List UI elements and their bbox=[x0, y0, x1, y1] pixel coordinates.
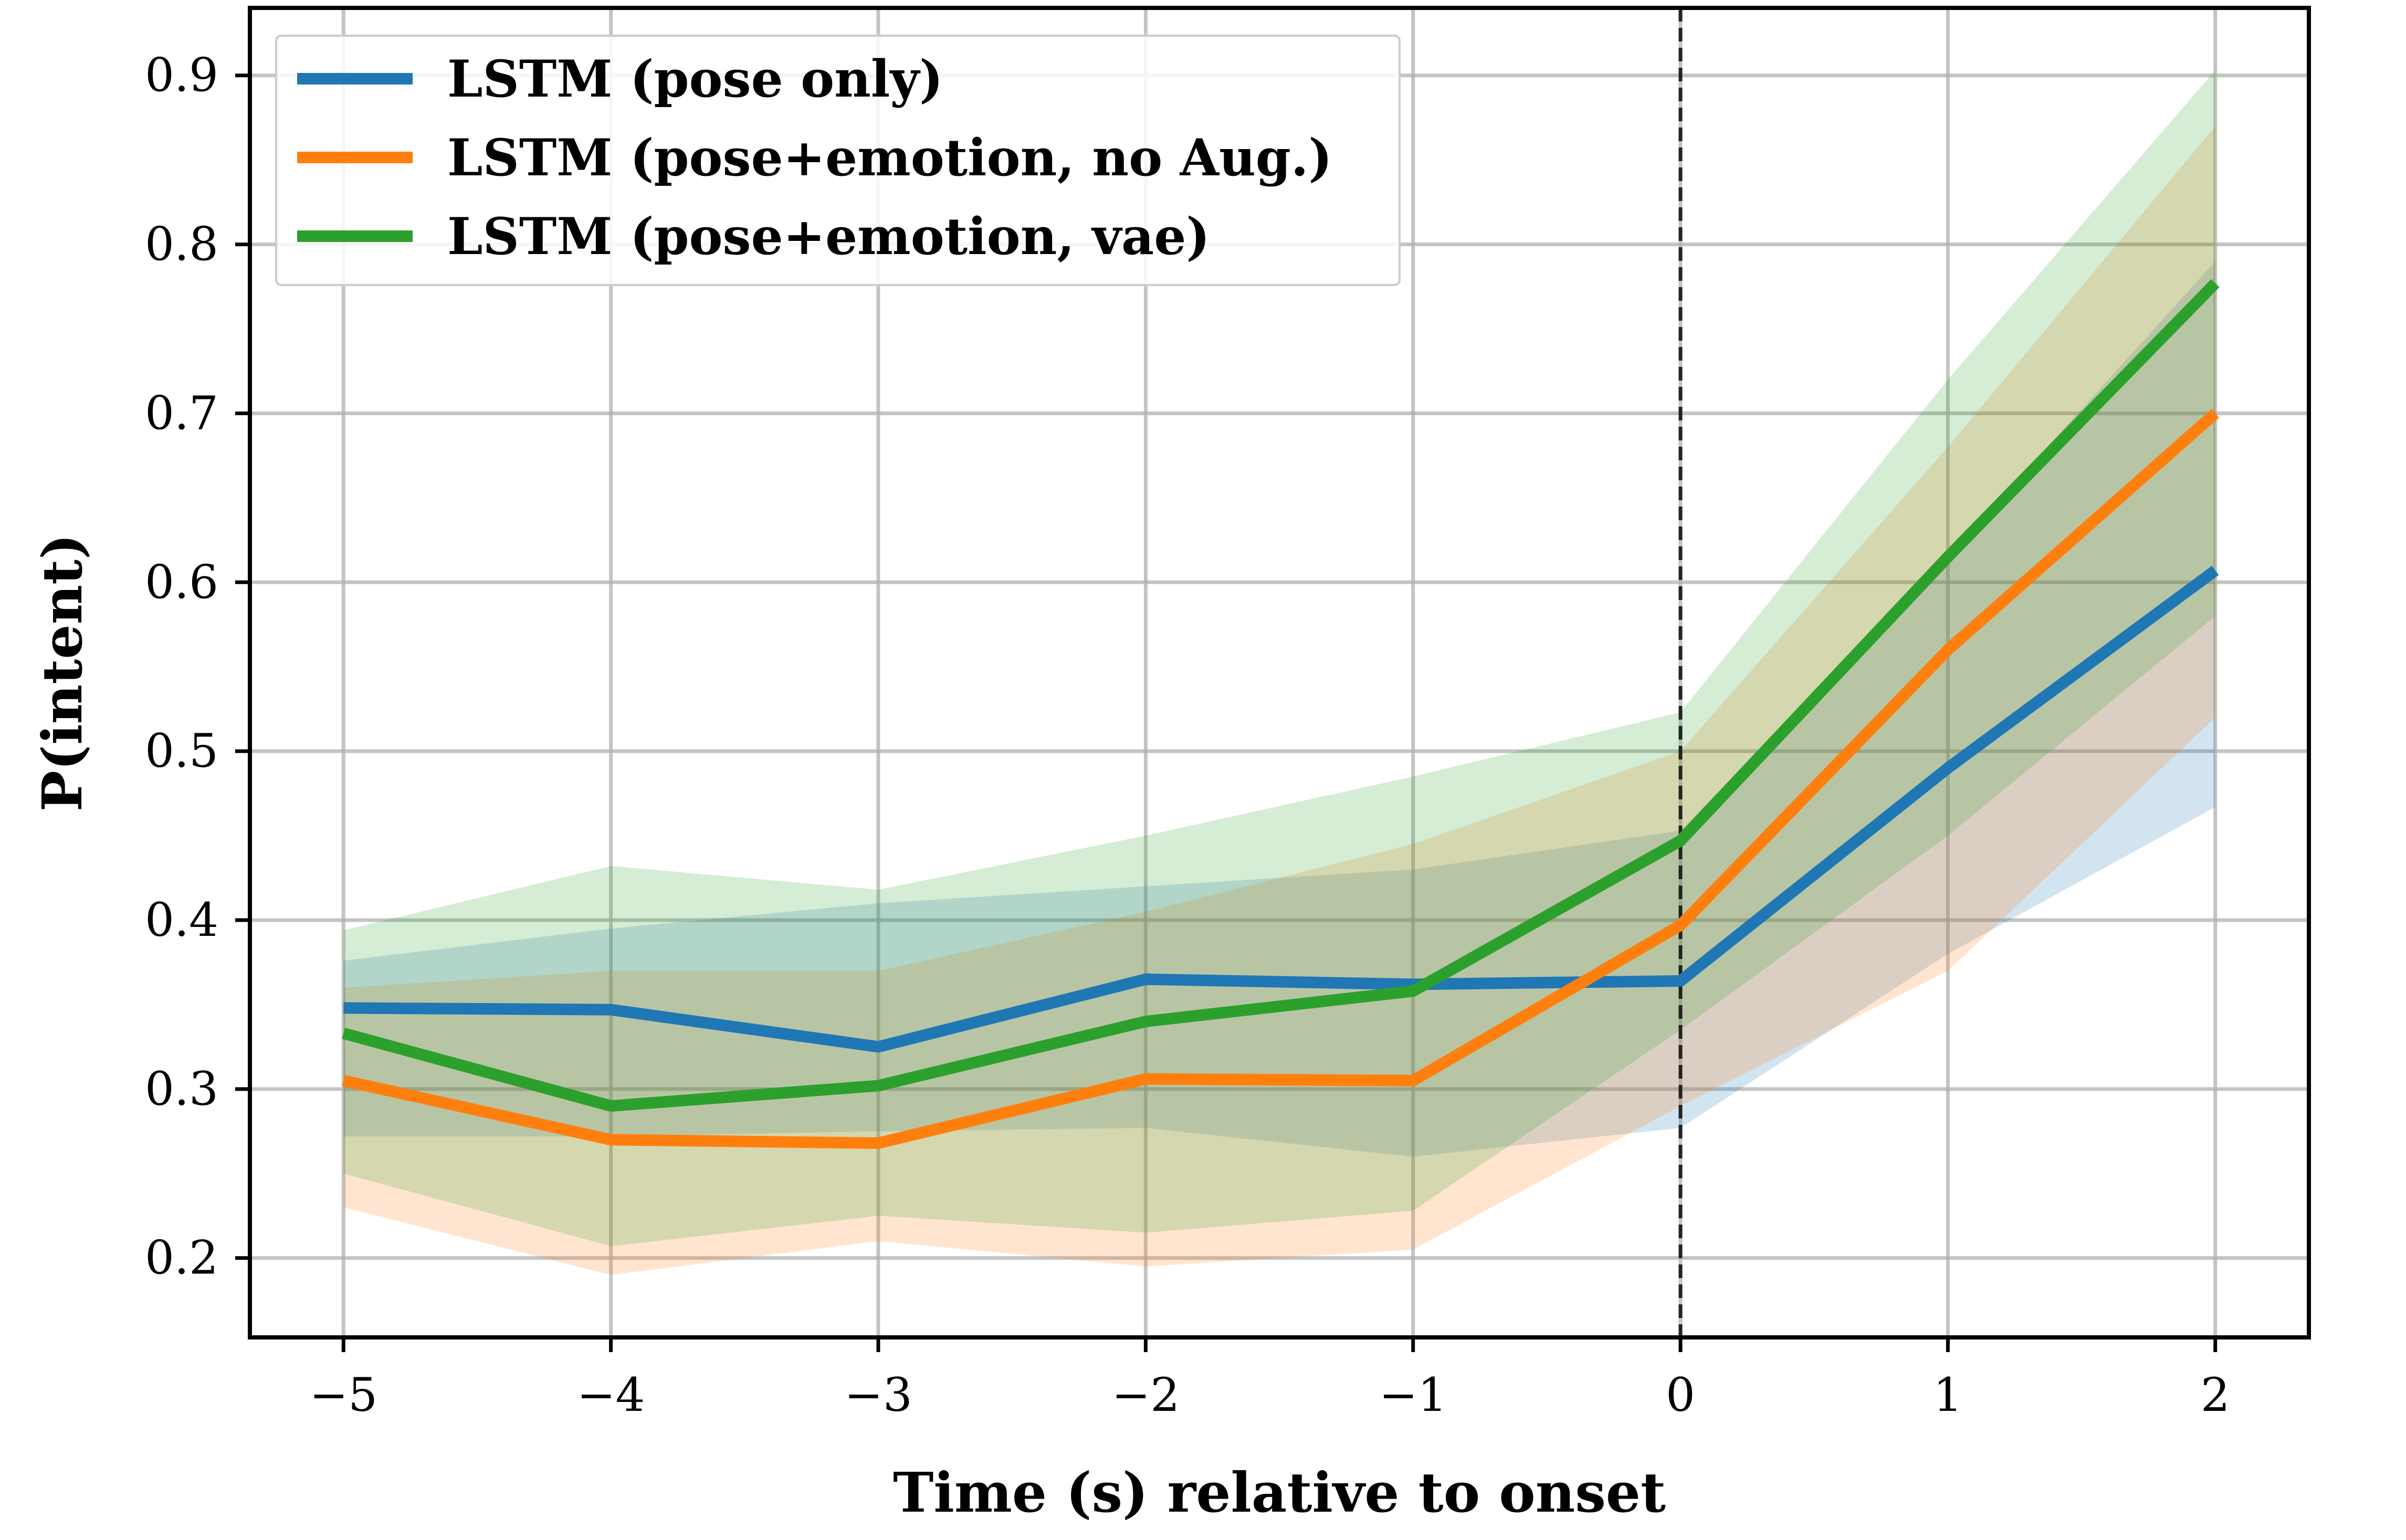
plot-frame bbox=[248, 6, 2311, 1339]
x-tick-label: 2 bbox=[2201, 1368, 2230, 1422]
y-tick-label: 0.2 bbox=[145, 1231, 218, 1285]
y-tick-label: 0.3 bbox=[145, 1062, 218, 1116]
legend-label-2: LSTM (pose+emotion, no Aug.) bbox=[447, 128, 1332, 187]
y-tick-label: 0.7 bbox=[145, 386, 218, 440]
y-tick-label: 0.5 bbox=[145, 724, 218, 778]
x-axis-label: Time (s) relative to onset bbox=[893, 1460, 1666, 1525]
legend-label-3: LSTM (pose+emotion, vae) bbox=[447, 207, 1210, 266]
confidence-band-2 bbox=[343, 126, 2215, 1275]
x-tick-label: −3 bbox=[844, 1368, 912, 1422]
x-tick-label: −1 bbox=[1379, 1368, 1447, 1422]
y-axis-label: P(intent) bbox=[30, 534, 94, 812]
y-tick-label: 0.6 bbox=[145, 555, 218, 609]
series-line-3 bbox=[342, 279, 2220, 1112]
y-tick-label: 0.4 bbox=[145, 893, 218, 947]
series-line-1 bbox=[343, 565, 2219, 1053]
series-line-2 bbox=[342, 409, 2220, 1149]
y-tick-label: 0.8 bbox=[145, 217, 218, 271]
legend-label-1: LSTM (pose only) bbox=[447, 49, 943, 109]
confidence-band-3 bbox=[343, 70, 2215, 1247]
x-tick-label: 0 bbox=[1666, 1368, 1695, 1422]
series-lines bbox=[342, 279, 2220, 1149]
y-tick-label: 0.9 bbox=[145, 48, 218, 102]
x-tick-label: −4 bbox=[577, 1368, 645, 1422]
legend: LSTM (pose only) LSTM (pose+emotion, no A… bbox=[275, 35, 1401, 286]
x-tick-label: 1 bbox=[1933, 1368, 1962, 1422]
x-tick-label: −5 bbox=[309, 1368, 377, 1422]
axis-ticks: −5 −4 −3 −2 −1 0 1 2 0.2 0.3 0.4 0.5 0.6 0.7 0.8 0.9 bbox=[145, 48, 2230, 1422]
legend-box bbox=[275, 35, 1401, 286]
x-tick-label: −2 bbox=[1111, 1368, 1180, 1422]
